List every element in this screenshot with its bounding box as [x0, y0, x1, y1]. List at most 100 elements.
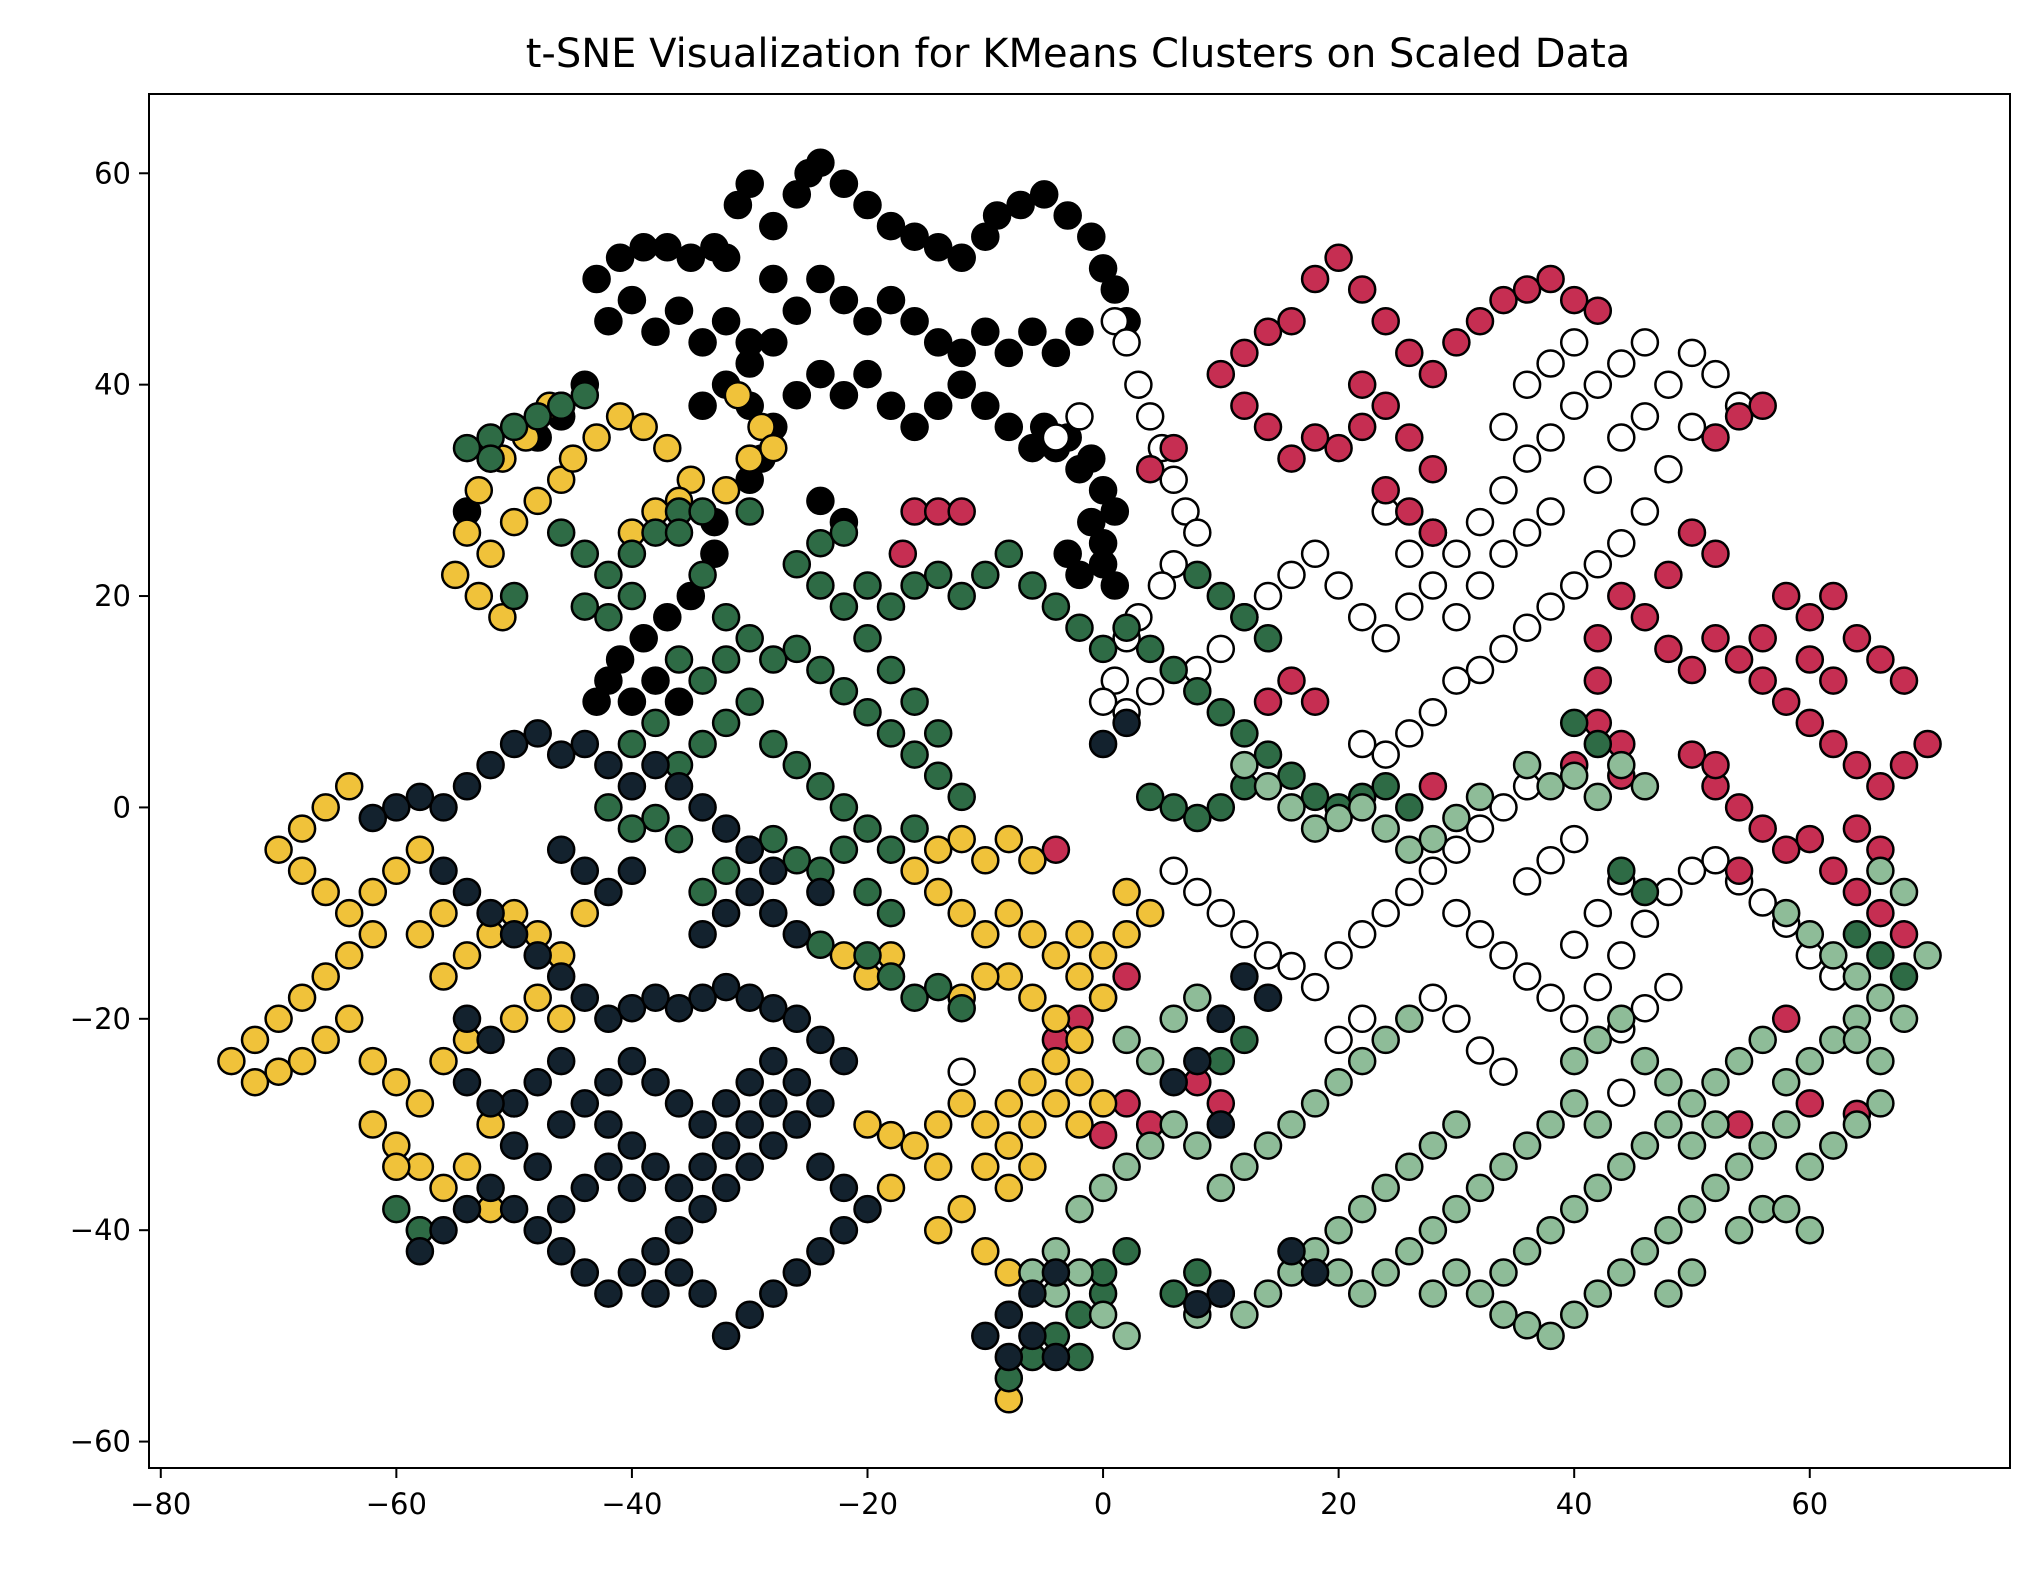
y-tick-label: −40 — [70, 1213, 131, 1247]
scatter-point — [994, 962, 1024, 991]
scatter-point — [888, 539, 918, 569]
scatter-point — [1206, 1279, 1236, 1308]
scatter-point — [1395, 1004, 1424, 1034]
scatter-point — [971, 846, 1000, 875]
scatter-point — [1465, 782, 1495, 812]
scatter-point — [1100, 306, 1130, 336]
scatter-point — [1230, 920, 1259, 949]
scatter-point — [440, 560, 470, 590]
scatter-point — [617, 1173, 647, 1203]
scatter-point — [334, 898, 364, 928]
scatter-point — [688, 1152, 717, 1182]
scatter-point — [452, 772, 482, 801]
scatter-point — [334, 772, 364, 801]
scatter-point — [1724, 1215, 1754, 1245]
scatter-point — [488, 602, 517, 632]
scatter-point — [735, 328, 764, 357]
scatter-point — [1465, 814, 1495, 843]
scatter-point — [334, 1004, 364, 1034]
scatter-point — [829, 1046, 859, 1076]
scatter-point — [1183, 803, 1212, 833]
scatter-point — [947, 898, 976, 928]
scatter-point — [594, 306, 623, 336]
scatter-point — [1041, 1258, 1071, 1287]
scatter-point — [1866, 645, 1895, 674]
scatter-point — [1041, 1089, 1071, 1118]
scatter-point — [1395, 719, 1424, 748]
chart-title: t-SNE Visualization for KMeans Clusters … — [526, 31, 1631, 77]
scatter-point — [1112, 962, 1141, 991]
scatter-point — [688, 983, 717, 1012]
scatter-point — [1324, 1258, 1353, 1287]
scatter-point — [1724, 793, 1754, 822]
scatter-point — [1701, 846, 1730, 875]
scatter-point — [759, 211, 788, 241]
scatter-point — [1371, 814, 1400, 843]
scatter-point — [1277, 793, 1306, 822]
scatter-point — [1347, 729, 1377, 759]
scatter-point — [1866, 856, 1895, 886]
scatter-point — [994, 539, 1024, 569]
scatter-point — [1183, 1046, 1212, 1076]
scatter-point — [1395, 539, 1424, 569]
scatter-point — [688, 920, 717, 949]
scatter-point — [1866, 983, 1895, 1012]
scatter-point — [1418, 359, 1448, 389]
scatter-point — [1795, 1152, 1825, 1182]
scatter-point — [1077, 222, 1106, 251]
scatter-point — [853, 306, 882, 336]
scatter-point — [923, 1110, 953, 1139]
scatter-point — [1371, 476, 1400, 505]
scatter-point — [1041, 835, 1071, 864]
scatter-point — [759, 898, 788, 928]
scatter-point — [1277, 306, 1306, 336]
scatter-point — [1253, 624, 1283, 653]
scatter-point — [1100, 571, 1130, 600]
scatter-point — [1630, 1046, 1660, 1076]
scatter-point — [971, 317, 1000, 347]
scatter-point — [1701, 1067, 1730, 1097]
scatter-point — [782, 296, 812, 325]
scatter-point — [546, 391, 576, 421]
scatter-point — [923, 719, 953, 748]
scatter-point — [1630, 328, 1660, 357]
scatter-point — [1583, 666, 1613, 695]
scatter-point — [971, 560, 1000, 590]
scatter-point — [759, 1131, 788, 1160]
scatter-point — [1418, 983, 1448, 1012]
scatter-point — [523, 1152, 552, 1182]
scatter-point — [641, 518, 670, 547]
scatter-point — [1512, 370, 1542, 399]
scatter-point — [1795, 602, 1825, 632]
scatter-point — [1112, 920, 1141, 949]
scatter-point — [1088, 1300, 1118, 1329]
scatter-point — [1630, 602, 1660, 632]
scatter-point — [1536, 772, 1565, 801]
scatter-point — [806, 1089, 835, 1118]
scatter-point — [711, 243, 741, 273]
y-tick-label: −20 — [70, 1002, 131, 1036]
scatter-point — [1041, 592, 1071, 621]
scatter-point — [452, 941, 482, 970]
scatter-point — [1677, 740, 1707, 769]
scatter-point — [923, 233, 953, 262]
scatter-point — [900, 412, 929, 442]
scatter-point — [476, 1173, 505, 1203]
scatter-point — [452, 433, 482, 463]
scatter-point — [829, 1215, 859, 1245]
scatter-point — [688, 666, 717, 695]
scatter-point — [1065, 1300, 1094, 1329]
scatter-point — [1771, 687, 1801, 716]
scatter-point — [1583, 1110, 1613, 1139]
scatter-point — [1465, 1279, 1495, 1308]
scatter-point — [570, 983, 600, 1012]
scatter-point — [1654, 1215, 1683, 1245]
scatter-point — [1607, 1078, 1636, 1108]
scatter-point — [1230, 1300, 1259, 1329]
scatter-point — [476, 1025, 505, 1055]
scatter-point — [1395, 835, 1424, 864]
scatter-point — [358, 877, 388, 907]
scatter-point — [806, 877, 835, 907]
scatter-point — [1347, 1004, 1377, 1034]
scatter-point — [311, 793, 340, 822]
